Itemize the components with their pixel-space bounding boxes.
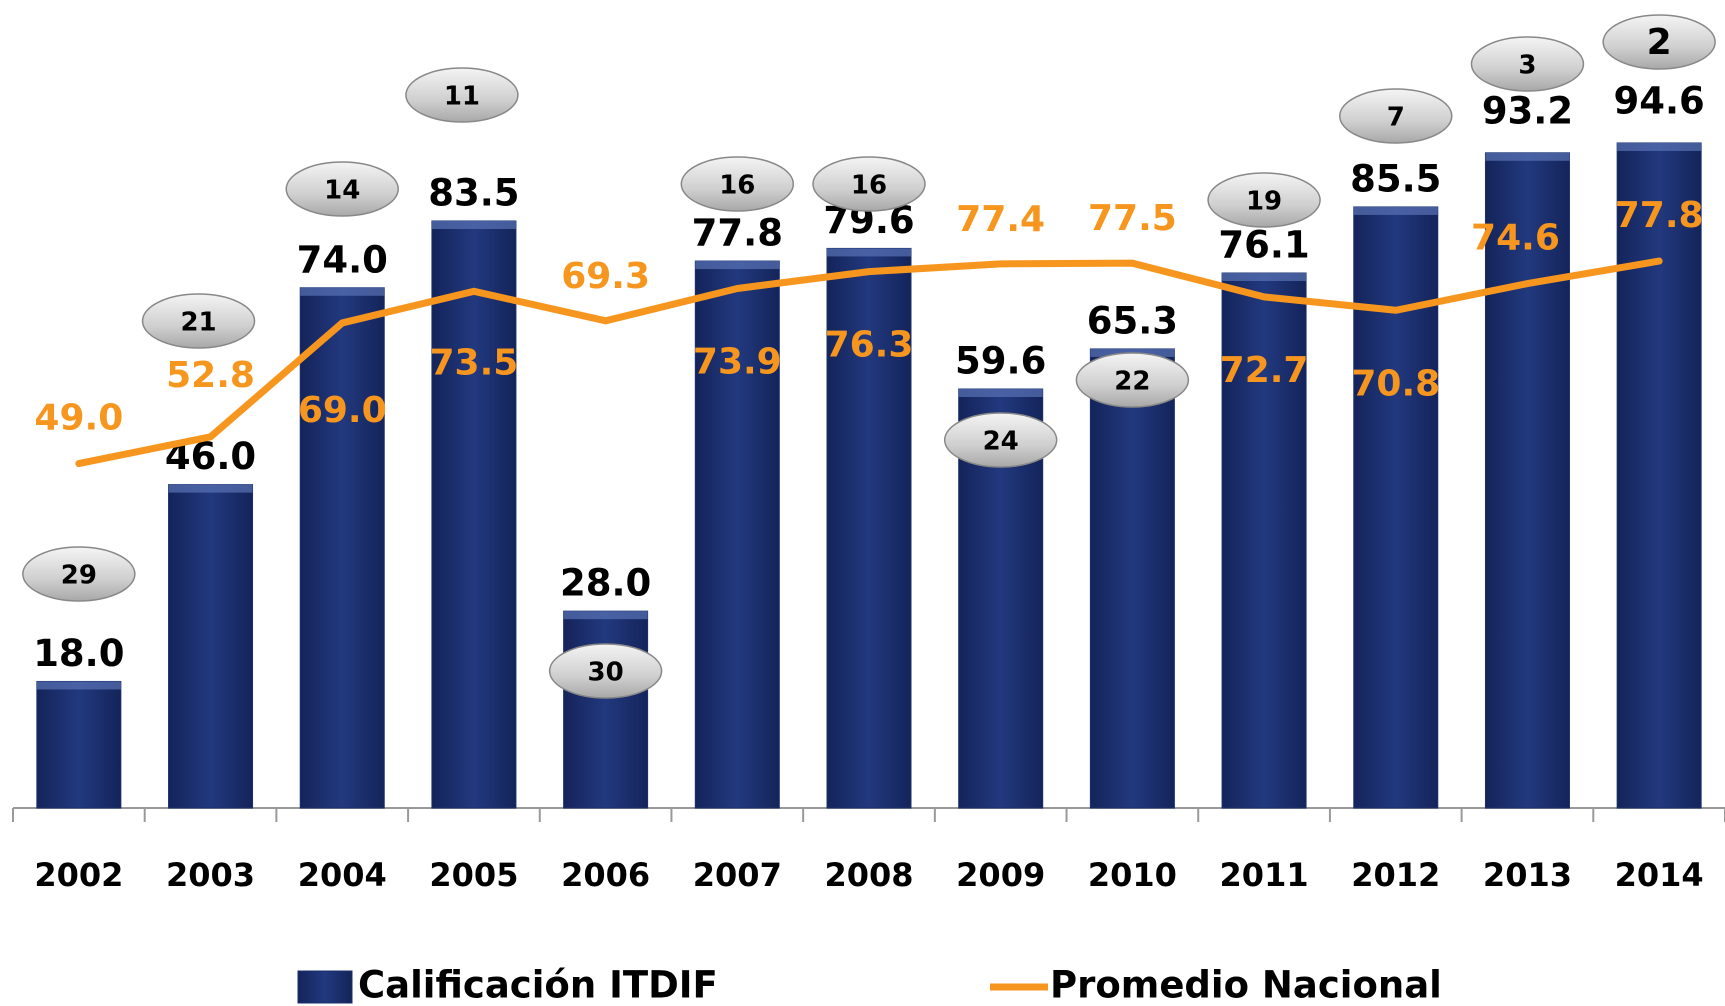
bar	[1484, 152, 1570, 809]
bar	[1089, 348, 1175, 809]
bar-value-label: 85.5	[1350, 157, 1441, 200]
line-value-label: 73.5	[430, 342, 519, 383]
bar-highlight	[36, 681, 121, 690]
rank-label: 14	[324, 176, 360, 206]
x-tick-label: 2003	[166, 856, 255, 894]
x-tick-label: 2009	[956, 856, 1045, 894]
rank-label: 3	[1518, 51, 1536, 81]
rank-label: 2	[1647, 22, 1672, 63]
rank-badge	[1339, 88, 1453, 144]
rank-label: 16	[851, 171, 887, 201]
x-tick-label: 2010	[1088, 856, 1177, 894]
bar-value-label: 18.0	[33, 632, 124, 675]
line-value-label: 52.8	[166, 355, 255, 396]
bar-highlight	[1485, 152, 1570, 161]
rank-label: 16	[719, 171, 755, 201]
rank-badge	[943, 412, 1058, 468]
bar	[168, 484, 254, 809]
rank-label: 19	[1246, 187, 1282, 217]
line	[75, 257, 1663, 468]
bar-highlight	[563, 611, 648, 620]
line-value-label: 77.8	[1615, 195, 1704, 236]
rank-label: 7	[1387, 103, 1405, 133]
rank-badge	[141, 293, 256, 349]
bar-highlight	[1617, 142, 1702, 151]
legend-swatch	[297, 970, 353, 1004]
x-tick-label: 2007	[693, 856, 782, 894]
bar-highlight	[1353, 206, 1438, 215]
rank-badge	[405, 67, 519, 123]
bar-highlight	[958, 389, 1043, 398]
bar-value-label: 74.0	[297, 238, 388, 281]
bar-value-label: 93.2	[1482, 89, 1573, 132]
line-value-label: 73.9	[693, 341, 782, 382]
rank-label: 29	[61, 561, 97, 591]
line-value-label: 77.5	[1088, 198, 1177, 239]
x-tick-label: 2002	[34, 856, 123, 894]
bar	[431, 220, 517, 809]
x-tick-label: 2014	[1615, 856, 1704, 894]
x-tick-label: 2005	[429, 856, 518, 894]
bar-highlight	[431, 220, 516, 229]
rank-label: 11	[444, 82, 480, 112]
line-value-label: 72.7	[1220, 350, 1309, 391]
bar-value-label: 28.0	[560, 562, 651, 605]
rank-badge	[1207, 172, 1321, 228]
line-value-label: 74.6	[1471, 218, 1560, 259]
bar-value-label: 76.1	[1218, 224, 1309, 267]
rank-badge	[1602, 14, 1716, 70]
legend-label: Calificación ITDIF	[358, 964, 718, 1006]
x-tick-label: 2008	[824, 856, 913, 894]
rank-label: 22	[1114, 367, 1150, 397]
line-value-label: 69.3	[561, 256, 650, 297]
rank-label: 21	[180, 308, 216, 338]
rank-label: 30	[588, 658, 624, 688]
bar-value-label: 59.6	[955, 340, 1046, 383]
rank-badge	[22, 546, 136, 602]
bar-highlight	[1222, 273, 1307, 282]
bar-value-label: 94.6	[1614, 79, 1705, 122]
rank-badge	[680, 156, 795, 212]
bar-highlight	[827, 248, 911, 257]
bar-value-label: 77.8	[692, 212, 783, 255]
rank-badge	[1470, 36, 1585, 92]
x-tick-label: 2006	[561, 856, 650, 894]
bar-highlight	[168, 484, 253, 493]
line-value-label: 69.0	[298, 390, 387, 431]
bar	[563, 610, 649, 809]
line-value-label: 70.8	[1351, 363, 1440, 404]
rank-badge	[548, 643, 663, 699]
bar-value-label: 83.5	[428, 171, 519, 214]
line-value-label: 49.0	[34, 398, 123, 439]
legend-label: Promedio Nacional	[1050, 964, 1442, 1006]
bar-value-label: 65.3	[1087, 299, 1178, 342]
bar	[1616, 142, 1702, 809]
x-tick-label: 2012	[1351, 856, 1440, 894]
bar	[1353, 206, 1439, 809]
bar-highlight	[695, 261, 780, 270]
rank-badge	[285, 161, 399, 217]
line-value-label: 77.4	[956, 199, 1045, 240]
line-value-label: 76.3	[825, 325, 914, 366]
x-tick-label: 2011	[1220, 856, 1309, 894]
bar-highlight	[300, 287, 385, 296]
bar	[36, 680, 122, 809]
rank-badge	[1075, 352, 1190, 408]
x-tick-label: 2004	[298, 856, 387, 894]
rank-badge	[812, 156, 926, 212]
bar	[299, 287, 385, 809]
bar	[826, 247, 912, 809]
rank-label: 24	[983, 427, 1019, 457]
bar	[694, 260, 780, 809]
bar	[1221, 272, 1307, 809]
x-tick-label: 2013	[1483, 856, 1572, 894]
